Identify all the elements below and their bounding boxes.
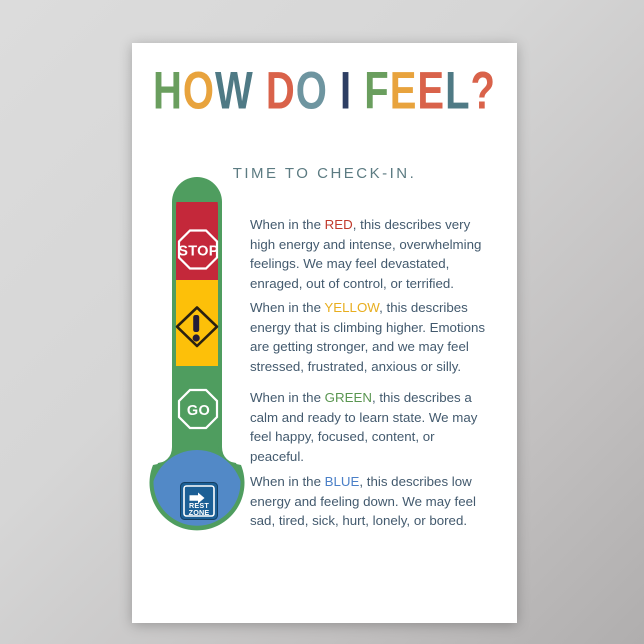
svg-text:STOP: STOP [178, 244, 218, 260]
svg-text:GO: GO [187, 403, 210, 419]
svg-text:ZONE: ZONE [189, 508, 210, 517]
